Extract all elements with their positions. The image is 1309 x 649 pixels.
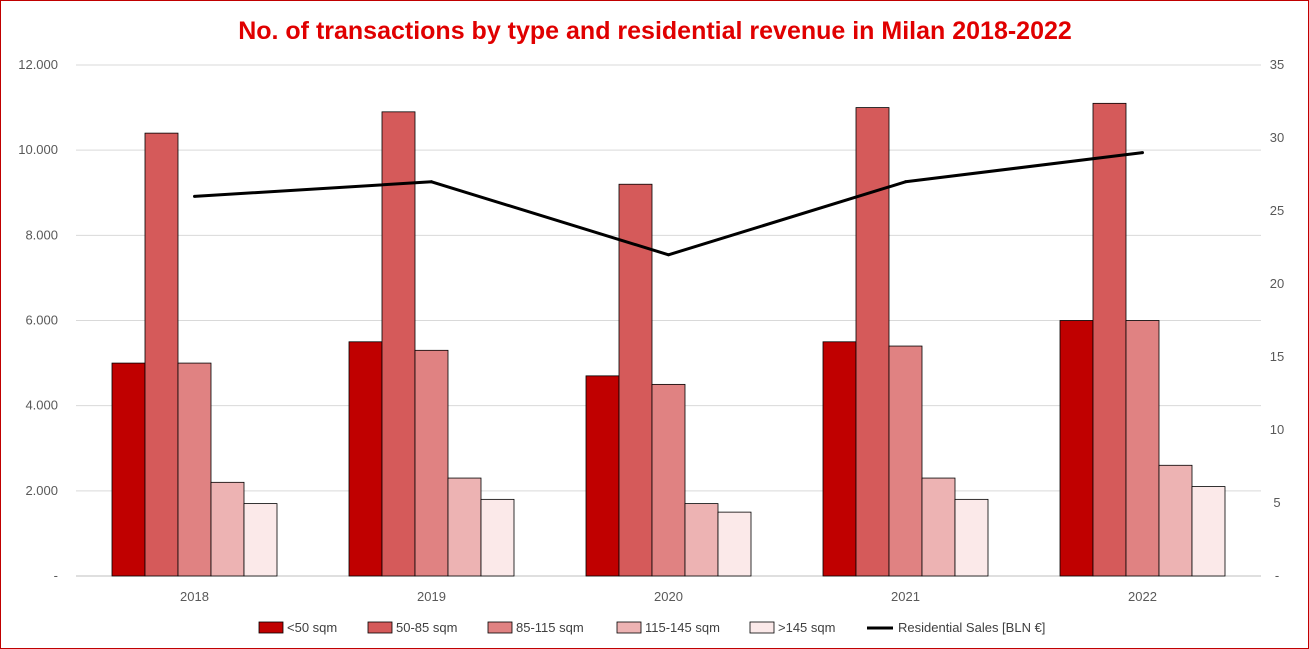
bar-85-115-sqm-2018 [177,362,212,577]
bar-85-115-sqm-2021 [888,345,923,577]
bar-145-sqm-2022 [1191,486,1226,577]
bar-50-85-sqm-2020 [618,183,653,577]
x-tick-label: 2021 [891,589,920,604]
bar-85-115-sqm-2020 [651,383,686,577]
legend-swatch [367,621,393,634]
y-right-tick-label: 25 [1270,203,1284,218]
y-right-tick-label: - [1275,568,1279,583]
bar-85-115-sqm-2022 [1125,320,1160,577]
legend-swatch [487,621,513,634]
bar-115-145-sqm-2022 [1158,464,1193,577]
bar-50-sqm-2020 [585,375,620,577]
legend-swatch [616,621,642,634]
bar-50-85-sqm-2021 [855,107,890,577]
line-point-2020 [667,253,670,257]
bar-145-sqm-2020 [717,511,752,577]
bar-50-85-sqm-2019 [381,111,416,577]
legend-label: 115-145 sqm [645,620,720,635]
y-axis-left: - 2.000 4.000 6.000 8.000 10.000 12.000 [18,57,58,583]
chart-title: No. of transactions by type and resident… [238,17,1072,45]
x-tick-label: 2018 [180,589,209,604]
line-point-2022 [1141,151,1144,155]
y-right-tick-label: 15 [1270,349,1284,364]
y-left-tick-label: 10.000 [18,142,58,157]
bar-115-145-sqm-2018 [210,481,245,577]
legend-swatch [749,621,775,634]
y-left-tick-label: 8.000 [25,227,58,242]
legend-label: 50-85 sqm [396,620,457,635]
y-left-tick-label: 6.000 [25,313,58,328]
bar-115-145-sqm-2019 [447,477,482,577]
bar-50-sqm-2022 [1059,320,1094,577]
y-right-tick-label: 20 [1270,276,1284,291]
y-right-tick-label: 5 [1273,495,1280,510]
y-left-tick-label: 12.000 [18,57,58,72]
x-tick-label: 2022 [1128,589,1157,604]
y-axis-right: - 5 10 15 20 25 30 35 [1270,57,1284,583]
x-tick-label: 2019 [417,589,446,604]
bar-50-85-sqm-2022 [1092,102,1127,577]
bars [111,102,1226,577]
legend-swatch [258,621,284,634]
line-point-2021 [904,180,907,184]
line-point-2018 [193,194,196,198]
legend-label: <50 sqm [287,620,337,635]
y-right-tick-label: 30 [1270,130,1284,145]
legend-label: 85-115 sqm [516,620,584,635]
y-left-tick-label: - [54,568,58,583]
x-tick-label: 2020 [654,589,683,604]
bar-50-sqm-2019 [348,341,383,577]
y-left-tick-label: 2.000 [25,483,58,498]
bar-50-85-sqm-2018 [144,132,179,577]
bar-145-sqm-2019 [480,498,515,577]
y-right-tick-label: 35 [1270,57,1284,72]
legend: <50 sqm 50-85 sqm 85-115 sqm 115-145 sqm >14… [258,620,1045,635]
bar-115-145-sqm-2020 [684,503,719,577]
residential-sales-line [193,151,1144,257]
bar-145-sqm-2018 [243,503,278,577]
bar-145-sqm-2021 [954,498,989,577]
legend-label: Residential Sales [BLN €] [898,620,1045,635]
line-residential-sales [194,151,1143,257]
legend-label: >145 sqm [778,620,835,635]
bar-85-115-sqm-2019 [414,349,449,577]
y-left-tick-label: 4.000 [25,398,58,413]
bar-50-sqm-2021 [822,341,857,577]
bar-115-145-sqm-2021 [921,477,956,577]
line-point-2019 [430,180,433,184]
bar-50-sqm-2018 [111,362,146,577]
x-axis: 2018 2019 2020 2021 2022 [180,589,1157,604]
y-right-tick-label: 10 [1270,422,1284,437]
